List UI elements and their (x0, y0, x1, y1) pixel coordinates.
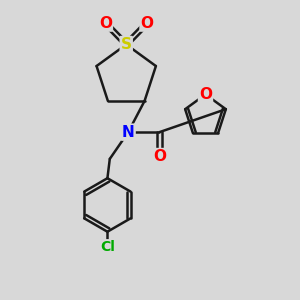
Text: O: O (199, 87, 212, 102)
Text: O: O (99, 16, 112, 31)
Text: S: S (121, 37, 132, 52)
Text: N: N (122, 125, 135, 140)
Text: O: O (153, 149, 166, 164)
Text: O: O (140, 16, 154, 31)
Text: Cl: Cl (100, 240, 115, 254)
